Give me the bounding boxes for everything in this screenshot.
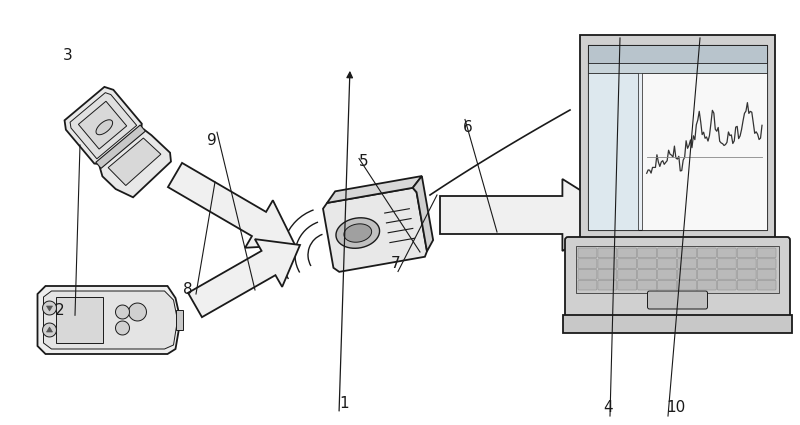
FancyBboxPatch shape xyxy=(588,45,767,63)
Text: 6: 6 xyxy=(463,120,473,135)
FancyBboxPatch shape xyxy=(638,248,657,258)
FancyBboxPatch shape xyxy=(718,248,736,258)
Polygon shape xyxy=(115,321,130,335)
FancyBboxPatch shape xyxy=(578,269,597,279)
FancyBboxPatch shape xyxy=(618,248,637,258)
FancyBboxPatch shape xyxy=(638,280,657,290)
Polygon shape xyxy=(327,176,422,203)
FancyBboxPatch shape xyxy=(678,269,696,279)
FancyBboxPatch shape xyxy=(698,269,716,279)
Polygon shape xyxy=(336,218,379,248)
Text: 2: 2 xyxy=(55,303,65,318)
Polygon shape xyxy=(55,297,102,343)
Polygon shape xyxy=(129,303,146,321)
FancyBboxPatch shape xyxy=(565,237,790,318)
FancyBboxPatch shape xyxy=(678,259,696,269)
FancyBboxPatch shape xyxy=(698,259,716,269)
FancyBboxPatch shape xyxy=(598,259,617,269)
FancyBboxPatch shape xyxy=(718,259,736,269)
Polygon shape xyxy=(580,35,775,240)
Polygon shape xyxy=(38,286,181,354)
FancyBboxPatch shape xyxy=(718,280,736,290)
Polygon shape xyxy=(413,176,433,251)
Polygon shape xyxy=(96,120,113,135)
FancyBboxPatch shape xyxy=(757,259,776,269)
Text: 10: 10 xyxy=(666,400,686,416)
Text: 5: 5 xyxy=(359,154,369,169)
FancyBboxPatch shape xyxy=(658,269,677,279)
Polygon shape xyxy=(78,101,126,149)
Text: 9: 9 xyxy=(207,133,217,148)
Polygon shape xyxy=(440,179,620,251)
Polygon shape xyxy=(42,323,57,337)
FancyBboxPatch shape xyxy=(598,269,617,279)
FancyBboxPatch shape xyxy=(578,259,597,269)
FancyBboxPatch shape xyxy=(738,269,756,279)
FancyBboxPatch shape xyxy=(618,280,637,290)
Polygon shape xyxy=(344,224,372,242)
FancyBboxPatch shape xyxy=(738,259,756,269)
FancyBboxPatch shape xyxy=(738,280,756,290)
Text: 7: 7 xyxy=(391,256,401,271)
FancyBboxPatch shape xyxy=(588,63,767,73)
Polygon shape xyxy=(96,125,146,168)
Polygon shape xyxy=(108,138,161,186)
FancyBboxPatch shape xyxy=(658,280,677,290)
Polygon shape xyxy=(168,163,295,248)
Text: 4: 4 xyxy=(603,400,613,416)
Polygon shape xyxy=(115,305,130,319)
Polygon shape xyxy=(43,291,178,349)
FancyBboxPatch shape xyxy=(698,248,716,258)
FancyBboxPatch shape xyxy=(678,248,696,258)
Polygon shape xyxy=(175,310,182,330)
Polygon shape xyxy=(46,306,53,311)
FancyBboxPatch shape xyxy=(757,280,776,290)
FancyBboxPatch shape xyxy=(678,280,696,290)
FancyBboxPatch shape xyxy=(578,248,597,258)
Polygon shape xyxy=(563,315,792,333)
FancyBboxPatch shape xyxy=(757,248,776,258)
FancyBboxPatch shape xyxy=(618,269,637,279)
Polygon shape xyxy=(100,130,171,197)
Polygon shape xyxy=(70,93,137,159)
FancyBboxPatch shape xyxy=(738,248,756,258)
FancyBboxPatch shape xyxy=(588,73,638,230)
Polygon shape xyxy=(46,327,53,332)
FancyBboxPatch shape xyxy=(578,280,597,290)
Polygon shape xyxy=(65,87,142,164)
FancyBboxPatch shape xyxy=(618,259,637,269)
Text: 1: 1 xyxy=(339,396,349,411)
FancyBboxPatch shape xyxy=(718,269,736,279)
Text: 8: 8 xyxy=(183,281,193,297)
FancyBboxPatch shape xyxy=(638,259,657,269)
FancyBboxPatch shape xyxy=(598,248,617,258)
Polygon shape xyxy=(188,239,300,317)
FancyBboxPatch shape xyxy=(698,280,716,290)
Polygon shape xyxy=(323,188,427,272)
FancyBboxPatch shape xyxy=(598,280,617,290)
FancyBboxPatch shape xyxy=(576,246,779,293)
FancyBboxPatch shape xyxy=(658,248,677,258)
FancyBboxPatch shape xyxy=(757,269,776,279)
FancyBboxPatch shape xyxy=(638,269,657,279)
Polygon shape xyxy=(588,45,767,230)
Polygon shape xyxy=(42,301,57,315)
FancyBboxPatch shape xyxy=(647,291,707,309)
FancyBboxPatch shape xyxy=(642,73,767,230)
FancyBboxPatch shape xyxy=(658,259,677,269)
Text: 3: 3 xyxy=(63,48,73,63)
